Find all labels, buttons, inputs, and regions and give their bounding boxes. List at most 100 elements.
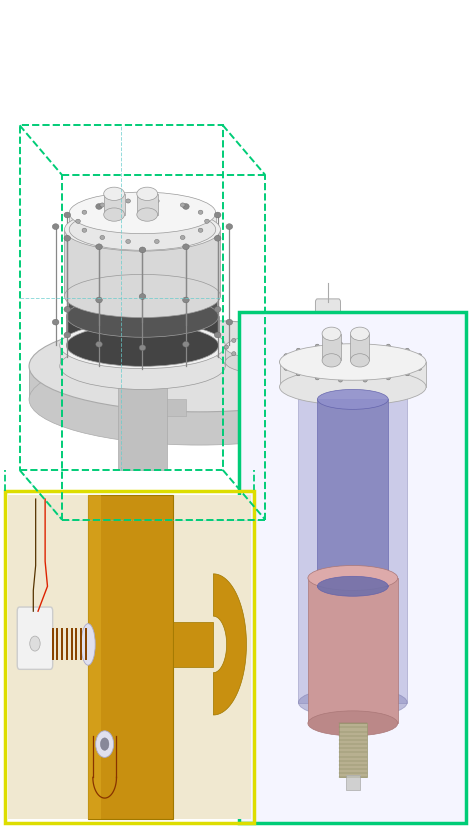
Ellipse shape — [405, 348, 410, 352]
Ellipse shape — [155, 199, 159, 203]
Polygon shape — [104, 194, 125, 215]
Ellipse shape — [296, 372, 301, 376]
Ellipse shape — [180, 235, 185, 240]
Ellipse shape — [226, 319, 233, 325]
Ellipse shape — [96, 297, 102, 303]
Polygon shape — [60, 345, 225, 366]
Ellipse shape — [363, 342, 367, 346]
Ellipse shape — [363, 378, 367, 382]
Ellipse shape — [66, 324, 219, 366]
Ellipse shape — [251, 356, 255, 360]
Ellipse shape — [100, 738, 109, 750]
Ellipse shape — [96, 204, 102, 210]
Ellipse shape — [64, 212, 71, 218]
Bar — [88, 495, 101, 819]
Ellipse shape — [66, 295, 219, 337]
Ellipse shape — [126, 240, 130, 244]
Ellipse shape — [296, 348, 301, 352]
Ellipse shape — [277, 324, 315, 336]
Bar — [88, 495, 173, 819]
Ellipse shape — [100, 203, 105, 207]
Bar — [346, 775, 360, 790]
Polygon shape — [318, 399, 388, 587]
Ellipse shape — [284, 366, 288, 370]
Ellipse shape — [318, 577, 388, 597]
Polygon shape — [68, 296, 217, 316]
Ellipse shape — [182, 204, 189, 210]
Ellipse shape — [405, 372, 410, 376]
Ellipse shape — [322, 354, 341, 367]
FancyBboxPatch shape — [316, 299, 340, 332]
Ellipse shape — [312, 329, 316, 332]
Polygon shape — [29, 366, 369, 399]
Ellipse shape — [276, 329, 280, 332]
Ellipse shape — [294, 324, 298, 327]
Ellipse shape — [315, 344, 319, 349]
Ellipse shape — [139, 294, 146, 300]
Ellipse shape — [277, 339, 315, 351]
Ellipse shape — [180, 203, 185, 207]
Ellipse shape — [251, 334, 255, 339]
Ellipse shape — [29, 354, 369, 445]
Ellipse shape — [282, 324, 285, 328]
Ellipse shape — [182, 297, 189, 303]
Ellipse shape — [104, 187, 125, 201]
Polygon shape — [66, 316, 219, 345]
Ellipse shape — [280, 369, 426, 405]
Ellipse shape — [52, 319, 59, 325]
Ellipse shape — [182, 244, 189, 250]
Polygon shape — [280, 362, 426, 387]
Polygon shape — [225, 347, 306, 362]
Ellipse shape — [308, 566, 398, 591]
Ellipse shape — [280, 344, 426, 380]
Ellipse shape — [308, 711, 398, 735]
Ellipse shape — [198, 228, 203, 232]
Ellipse shape — [69, 192, 216, 234]
Ellipse shape — [68, 296, 217, 337]
Bar — [167, 399, 186, 416]
Bar — [338, 723, 367, 777]
Ellipse shape — [100, 235, 105, 240]
Ellipse shape — [30, 636, 40, 651]
Ellipse shape — [60, 322, 225, 369]
Ellipse shape — [275, 334, 280, 339]
Ellipse shape — [82, 210, 87, 215]
Polygon shape — [277, 330, 315, 345]
Polygon shape — [137, 194, 157, 215]
Ellipse shape — [294, 334, 298, 338]
Ellipse shape — [182, 341, 189, 347]
Ellipse shape — [139, 344, 146, 350]
Ellipse shape — [82, 228, 87, 232]
Ellipse shape — [338, 342, 343, 346]
Ellipse shape — [295, 352, 299, 356]
Polygon shape — [299, 387, 407, 702]
Bar — [8, 495, 251, 819]
Polygon shape — [350, 334, 369, 360]
Ellipse shape — [198, 210, 203, 215]
Polygon shape — [322, 334, 341, 360]
Ellipse shape — [295, 339, 299, 343]
Ellipse shape — [126, 199, 130, 203]
Ellipse shape — [422, 360, 426, 364]
Ellipse shape — [64, 208, 220, 251]
Ellipse shape — [350, 327, 369, 340]
Bar — [173, 622, 213, 667]
Ellipse shape — [302, 345, 307, 349]
Ellipse shape — [214, 212, 221, 218]
Ellipse shape — [225, 335, 306, 359]
Ellipse shape — [386, 344, 391, 349]
Ellipse shape — [275, 356, 280, 360]
Ellipse shape — [280, 360, 284, 364]
Ellipse shape — [318, 389, 388, 409]
Ellipse shape — [224, 345, 228, 349]
Ellipse shape — [307, 333, 310, 336]
Ellipse shape — [315, 376, 319, 380]
Polygon shape — [308, 578, 398, 723]
Ellipse shape — [282, 333, 285, 336]
Ellipse shape — [139, 247, 146, 253]
Ellipse shape — [232, 352, 236, 356]
Ellipse shape — [350, 354, 369, 367]
Ellipse shape — [284, 354, 288, 358]
Ellipse shape — [299, 372, 407, 402]
Ellipse shape — [96, 730, 114, 757]
